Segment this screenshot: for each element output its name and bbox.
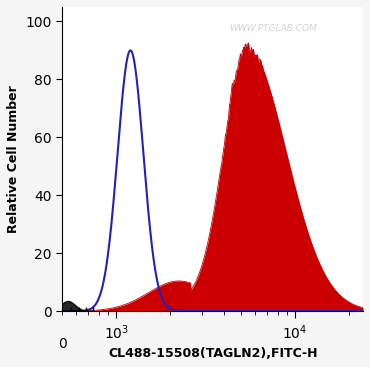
Y-axis label: Relative Cell Number: Relative Cell Number — [7, 85, 20, 233]
Text: WWW.PTGLAB.COM: WWW.PTGLAB.COM — [229, 24, 317, 33]
Text: 0: 0 — [58, 337, 67, 351]
X-axis label: CL488-15508(TAGLN2),FITC-H: CL488-15508(TAGLN2),FITC-H — [108, 347, 317, 360]
